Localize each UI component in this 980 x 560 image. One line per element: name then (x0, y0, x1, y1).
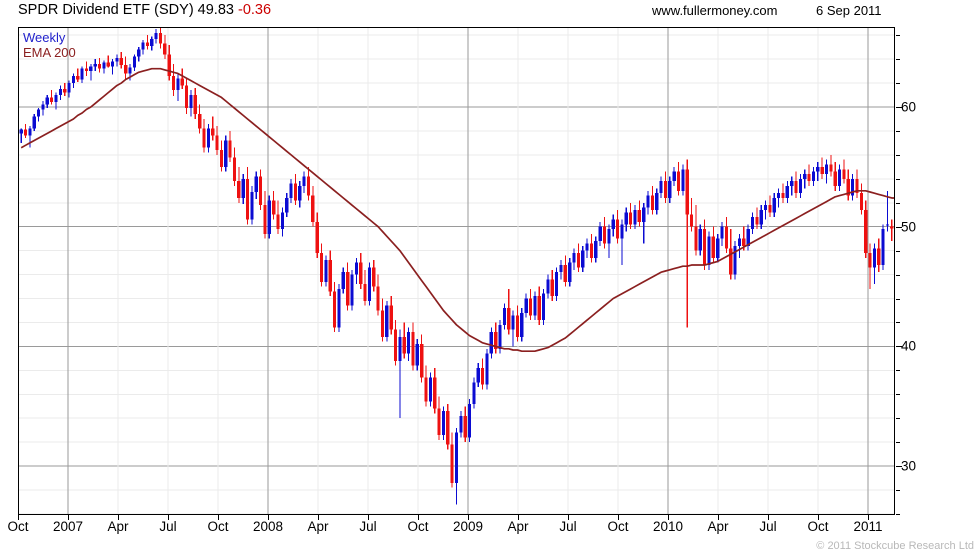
copyright-notice: © 2011 Stockcube Research Ltd (816, 540, 974, 552)
x-axis-tick (418, 515, 419, 520)
x-axis-tick (818, 515, 819, 520)
x-axis-tick (118, 515, 119, 520)
y-axis-minor-tick (896, 131, 900, 132)
y-axis-label: 50 (901, 219, 917, 235)
x-axis-tick (268, 515, 269, 520)
x-axis-label: Apr (507, 519, 529, 534)
x-axis-tick (318, 515, 319, 520)
page-title: SPDR Dividend ETF (SDY) 49.83 -0.36 (18, 2, 271, 18)
y-axis-minor-tick (896, 322, 900, 323)
x-axis-label: 2010 (652, 519, 684, 534)
legend-item-weekly: Weekly (23, 30, 66, 45)
y-axis-minor-tick (896, 514, 900, 515)
x-axis-label: Apr (107, 519, 129, 534)
gridlines (19, 28, 894, 514)
y-axis-minor-tick (896, 59, 900, 60)
y-axis-minor-tick (896, 418, 900, 419)
x-axis-tick (68, 515, 69, 520)
x-axis-tick (618, 515, 619, 520)
chart-date: 6 Sep 2011 (816, 3, 882, 18)
y-axis-minor-tick (896, 370, 900, 371)
legend-item-ema200: EMA 200 (23, 45, 76, 60)
x-axis-label: Jul (559, 519, 577, 534)
y-axis-minor-tick (896, 490, 900, 491)
x-axis-tick (518, 515, 519, 520)
x-axis-label: Oct (7, 519, 29, 534)
x-axis-label: Jul (159, 519, 177, 534)
x-axis-tick (568, 515, 569, 520)
x-axis-tick (18, 515, 19, 520)
chart-legend: Weekly EMA 200 (23, 30, 76, 60)
x-axis-tick (768, 515, 769, 520)
x-axis-label: Apr (707, 519, 729, 534)
y-axis-tick (896, 346, 902, 347)
x-axis-label: 2007 (52, 519, 84, 534)
x-axis-label: Jul (359, 519, 377, 534)
y-axis-minor-tick (896, 394, 900, 395)
source-website: www.fullermoney.com (652, 3, 778, 18)
x-axis-tick (218, 515, 219, 520)
y-axis-minor-tick (896, 251, 900, 252)
price-change: -0.36 (238, 2, 272, 18)
y-axis-minor-tick (896, 83, 900, 84)
y-axis-tick (896, 227, 902, 228)
candlestick-series (19, 28, 894, 505)
y-axis-minor-tick (896, 275, 900, 276)
x-axis-tick (468, 515, 469, 520)
y-axis-minor-tick (896, 179, 900, 180)
y-axis-tick (896, 107, 902, 108)
x-axis-label: 2011 (853, 519, 883, 534)
y-axis-label: 60 (901, 99, 917, 115)
x-axis-label: 2009 (452, 519, 484, 534)
x-axis-label: Oct (807, 519, 829, 534)
plot-area: Weekly EMA 200 (18, 27, 895, 515)
x-axis-tick (168, 515, 169, 520)
y-axis-minor-tick (896, 442, 900, 443)
chart-header: SPDR Dividend ETF (SDY) 49.83 -0.36 www.… (0, 0, 980, 22)
x-axis-label: Jul (759, 519, 777, 534)
x-axis-label: Apr (307, 519, 329, 534)
instrument-quote: SPDR Dividend ETF (SDY) 49.83 (18, 2, 234, 18)
y-axis-tick (896, 466, 902, 467)
x-axis-label: 2008 (252, 519, 284, 534)
y-axis-minor-tick (896, 299, 900, 300)
x-axis-tick (368, 515, 369, 520)
x-axis-tick (718, 515, 719, 520)
x-axis-label: Oct (607, 519, 629, 534)
x-axis-tick (868, 515, 869, 520)
y-axis-label: 40 (901, 338, 917, 354)
y-axis-minor-tick (896, 203, 900, 204)
x-axis-label: Oct (207, 519, 229, 534)
x-axis-label: Oct (407, 519, 429, 534)
x-axis-tick (668, 515, 669, 520)
y-axis-label: 30 (901, 458, 917, 474)
y-axis-minor-tick (896, 35, 900, 36)
y-axis-minor-tick (896, 155, 900, 156)
